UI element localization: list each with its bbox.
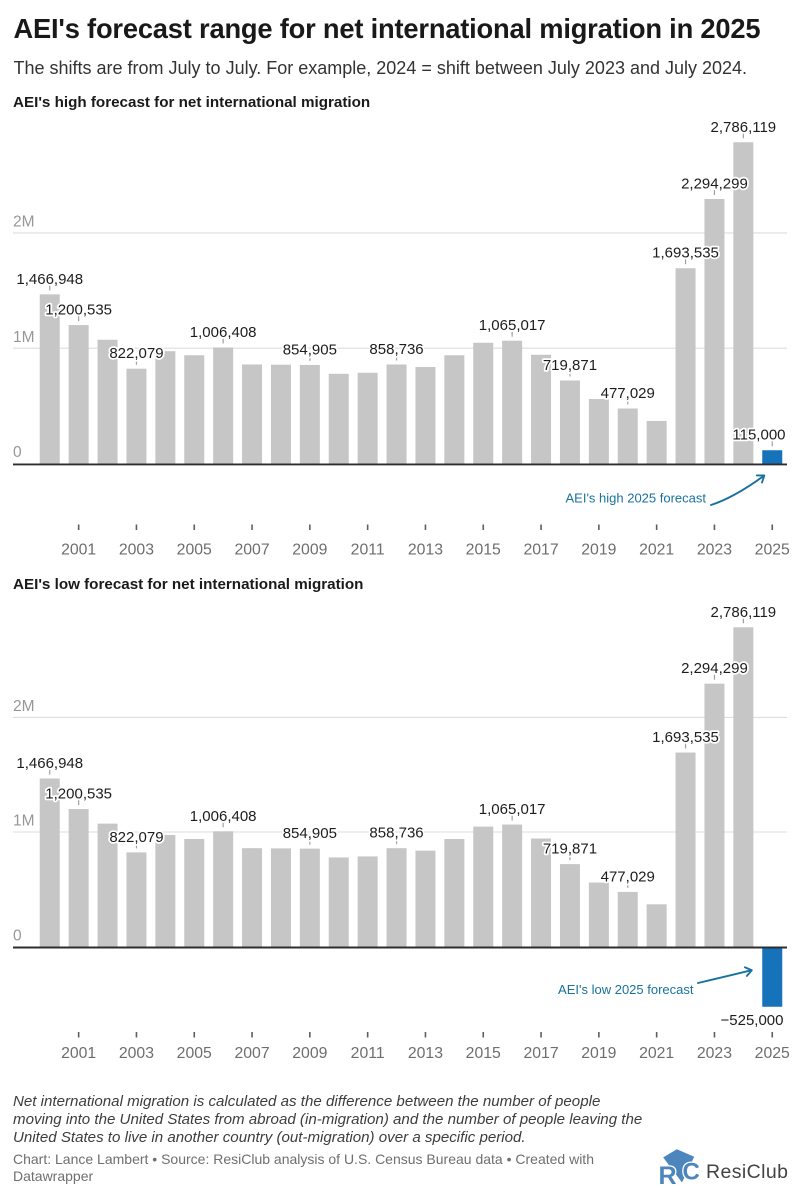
- svg-text:2001: 2001: [61, 542, 96, 559]
- svg-text:1,065,017: 1,065,017: [479, 801, 546, 818]
- svg-text:2M: 2M: [13, 214, 35, 231]
- svg-text:854,905: 854,905: [283, 825, 337, 842]
- svg-text:822,079: 822,079: [109, 345, 163, 362]
- svg-text:2013: 2013: [408, 1045, 443, 1062]
- svg-text:719,871: 719,871: [543, 357, 597, 374]
- svg-text:1,006,408: 1,006,408: [190, 808, 257, 825]
- svg-text:2005: 2005: [177, 542, 212, 559]
- svg-text:1,065,017: 1,065,017: [479, 317, 546, 334]
- svg-text:1,006,408: 1,006,408: [190, 324, 257, 341]
- svg-text:2M: 2M: [13, 698, 35, 715]
- svg-text:854,905: 854,905: [283, 341, 337, 358]
- svg-text:2011: 2011: [351, 542, 385, 559]
- svg-text:R: R: [659, 1162, 677, 1190]
- svg-text:2009: 2009: [292, 542, 327, 559]
- svg-text:2015: 2015: [466, 1045, 501, 1062]
- svg-text:2007: 2007: [234, 542, 269, 559]
- svg-text:2017: 2017: [523, 1045, 558, 1062]
- svg-text:477,029: 477,029: [601, 385, 655, 402]
- svg-text:1M: 1M: [13, 329, 35, 346]
- svg-text:2019: 2019: [581, 542, 616, 559]
- svg-text:2023: 2023: [697, 1045, 732, 1062]
- svg-text:0: 0: [13, 927, 22, 944]
- svg-text:822,079: 822,079: [109, 829, 163, 846]
- svg-text:2,294,299: 2,294,299: [681, 660, 748, 677]
- svg-text:477,029: 477,029: [601, 868, 655, 885]
- svg-text:2023: 2023: [697, 542, 732, 559]
- svg-text:2021: 2021: [639, 542, 674, 559]
- svg-text:2015: 2015: [466, 542, 501, 559]
- svg-text:2017: 2017: [523, 542, 558, 559]
- svg-text:2025: 2025: [755, 1045, 790, 1062]
- svg-text:2009: 2009: [292, 1045, 327, 1062]
- svg-text:1,693,535: 1,693,535: [652, 729, 719, 746]
- svg-text:2007: 2007: [234, 1045, 269, 1062]
- svg-text:1M: 1M: [13, 813, 35, 830]
- svg-text:1,466,948: 1,466,948: [16, 271, 83, 288]
- svg-text:2025: 2025: [755, 542, 790, 559]
- svg-text:AEI's high 2025 forecast: AEI's high 2025 forecast: [565, 491, 706, 506]
- svg-text:2005: 2005: [177, 1045, 212, 1062]
- svg-text:1,200,535: 1,200,535: [45, 786, 112, 803]
- svg-text:AEI's low 2025 forecast: AEI's low 2025 forecast: [558, 982, 694, 997]
- svg-text:C: C: [683, 1159, 700, 1186]
- svg-text:858,736: 858,736: [369, 825, 423, 842]
- svg-text:1,466,948: 1,466,948: [16, 755, 83, 772]
- svg-text:−525,000: −525,000: [721, 1012, 784, 1029]
- svg-text:2003: 2003: [119, 542, 154, 559]
- svg-text:858,736: 858,736: [369, 341, 423, 358]
- svg-text:2003: 2003: [119, 1045, 154, 1062]
- svg-text:2,786,119: 2,786,119: [711, 119, 777, 136]
- svg-text:2,294,299: 2,294,299: [681, 176, 748, 193]
- svg-text:115,000: 115,000: [732, 427, 785, 444]
- svg-text:1,200,535: 1,200,535: [45, 302, 112, 319]
- svg-text:2013: 2013: [408, 542, 443, 559]
- svg-text:1,693,535: 1,693,535: [652, 245, 719, 262]
- svg-text:2019: 2019: [581, 1045, 616, 1062]
- svg-text:0: 0: [13, 444, 22, 461]
- svg-text:2,786,119: 2,786,119: [711, 604, 777, 621]
- svg-text:2021: 2021: [639, 1045, 674, 1062]
- svg-text:2011: 2011: [351, 1045, 385, 1062]
- svg-text:2001: 2001: [61, 1045, 96, 1062]
- svg-text:719,871: 719,871: [543, 841, 597, 858]
